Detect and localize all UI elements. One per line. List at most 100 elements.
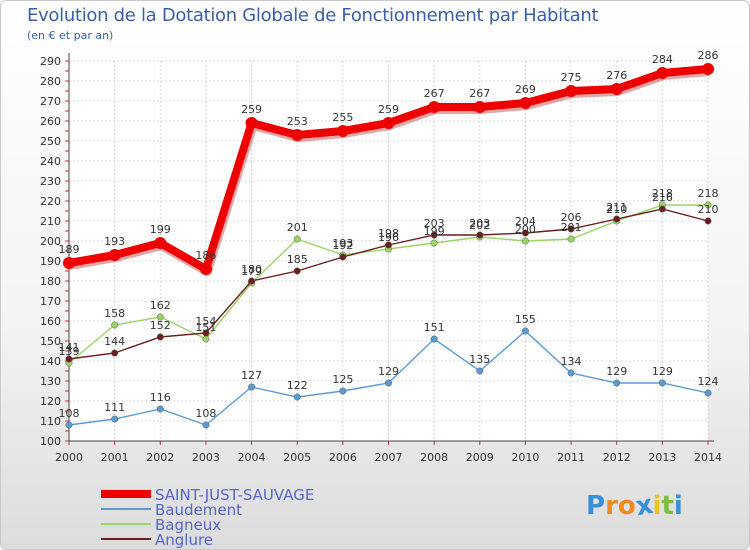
data-point-bagneux bbox=[521, 237, 529, 245]
data-label-saint-just-sauvage: 286 bbox=[698, 49, 719, 62]
logo-letter: i bbox=[673, 491, 683, 521]
data-label-baudement: 124 bbox=[698, 375, 719, 388]
data-label-baudement: 116 bbox=[150, 391, 171, 404]
data-point-saint-just-sauvage bbox=[108, 249, 121, 261]
data-label-baudement: 129 bbox=[652, 365, 673, 378]
data-label-saint-just-sauvage: 259 bbox=[378, 103, 399, 116]
axes: 100 110 120 130 140 150 160 170 180 190 200 210 220 2… bbox=[40, 53, 722, 464]
data-label-bagneux: 158 bbox=[104, 307, 125, 320]
data-label-anglure: 216 bbox=[652, 191, 673, 204]
data-labels: 189 193 199 186 259 253 255 259 267 267 269 275 276 2… bbox=[59, 49, 719, 420]
logo-letter: i bbox=[652, 491, 662, 521]
data-point-baudement bbox=[385, 379, 392, 387]
data-point-saint-just-sauvage bbox=[565, 85, 578, 97]
data-label-anglure: 144 bbox=[104, 335, 125, 348]
data-label-baudement: 129 bbox=[378, 365, 399, 378]
data-label-baudement: 129 bbox=[606, 365, 627, 378]
data-label-baudement: 125 bbox=[332, 373, 353, 386]
data-point-baudement bbox=[567, 369, 575, 377]
data-point-anglure bbox=[430, 231, 438, 239]
x-tick-label: 2002 bbox=[146, 451, 174, 464]
data-point-anglure bbox=[65, 355, 73, 363]
data-point-anglure bbox=[385, 241, 392, 249]
data-label-baudement: 111 bbox=[104, 401, 125, 414]
logo-letter: r bbox=[605, 491, 618, 521]
data-label-saint-just-sauvage: 275 bbox=[561, 71, 582, 84]
data-label-saint-just-sauvage: 189 bbox=[59, 243, 80, 256]
legend-label-bagneux: Bagneux bbox=[155, 516, 221, 534]
data-label-anglure: 198 bbox=[378, 227, 399, 240]
logo-letter: t bbox=[661, 491, 674, 521]
legend-label-saint-just-sauvage: SAINT-JUST-SAUVAGE bbox=[155, 486, 314, 504]
data-point-saint-just-sauvage bbox=[382, 117, 395, 129]
y-tick-label: 270 bbox=[40, 95, 61, 108]
logo-letter: P bbox=[586, 491, 606, 521]
data-point-bagneux bbox=[202, 335, 210, 343]
data-label-saint-just-sauvage: 253 bbox=[287, 115, 308, 128]
data-point-bagneux bbox=[293, 235, 301, 243]
series bbox=[63, 63, 714, 429]
data-label-bagneux: 193 bbox=[332, 237, 353, 250]
legend: SAINT-JUST-SAUVAGEBaudementBagneuxAnglur… bbox=[101, 486, 314, 549]
data-label-baudement: 135 bbox=[469, 353, 490, 366]
data-label-saint-just-sauvage: 276 bbox=[606, 69, 627, 82]
data-point-saint-just-sauvage bbox=[702, 63, 714, 75]
data-point-saint-just-sauvage bbox=[199, 263, 212, 275]
data-point-saint-just-sauvage bbox=[473, 101, 486, 113]
data-point-bagneux bbox=[567, 235, 575, 243]
data-point-saint-just-sauvage bbox=[336, 125, 349, 137]
data-point-baudement bbox=[430, 335, 438, 343]
data-label-anglure: 185 bbox=[287, 253, 308, 266]
data-point-saint-just-sauvage bbox=[656, 67, 669, 79]
x-tick-label: 2007 bbox=[375, 451, 403, 464]
y-tick-label: 120 bbox=[40, 395, 61, 408]
data-point-anglure bbox=[156, 333, 164, 341]
data-label-anglure: 203 bbox=[424, 217, 445, 230]
x-tick-label: 2000 bbox=[55, 451, 83, 464]
x-tick-label: 2013 bbox=[648, 451, 676, 464]
y-tick-label: 180 bbox=[40, 275, 61, 288]
x-tick-label: 2001 bbox=[101, 451, 129, 464]
data-point-anglure bbox=[476, 231, 484, 239]
data-point-baudement bbox=[156, 405, 164, 413]
data-point-anglure bbox=[111, 349, 119, 357]
data-label-anglure: 204 bbox=[515, 215, 536, 228]
data-label-anglure: 180 bbox=[241, 263, 262, 276]
data-label-bagneux: 218 bbox=[652, 187, 673, 200]
data-point-saint-just-sauvage bbox=[291, 129, 304, 141]
data-label-bagneux: 151 bbox=[195, 321, 216, 334]
y-tick-label: 110 bbox=[40, 415, 61, 428]
x-tick-label: 2005 bbox=[283, 451, 311, 464]
data-label-saint-just-sauvage: 186 bbox=[195, 249, 216, 262]
data-point-baudement bbox=[339, 387, 347, 395]
data-point-baudement bbox=[658, 379, 666, 387]
data-label-saint-just-sauvage: 267 bbox=[424, 87, 445, 100]
data-point-anglure bbox=[202, 329, 210, 337]
data-label-bagneux: 179 bbox=[241, 265, 262, 278]
data-point-saint-just-sauvage bbox=[428, 101, 441, 113]
x-tick-label: 2003 bbox=[192, 451, 220, 464]
data-label-saint-just-sauvage: 193 bbox=[104, 235, 125, 248]
data-label-baudement: 108 bbox=[195, 407, 216, 420]
data-point-saint-just-sauvage bbox=[154, 237, 167, 249]
data-point-saint-just-sauvage bbox=[610, 83, 623, 95]
data-label-anglure: 206 bbox=[561, 211, 582, 224]
data-label-bagneux: 200 bbox=[515, 223, 536, 236]
data-point-anglure bbox=[704, 217, 712, 225]
x-tick-label: 2009 bbox=[466, 451, 494, 464]
data-label-anglure: 192 bbox=[332, 239, 353, 252]
data-point-saint-just-sauvage bbox=[519, 97, 532, 109]
x-tick-label: 2008 bbox=[420, 451, 448, 464]
y-tick-label: 230 bbox=[40, 175, 61, 188]
data-label-saint-just-sauvage: 267 bbox=[469, 87, 490, 100]
data-point-baudement bbox=[111, 415, 119, 423]
data-point-baudement bbox=[293, 393, 301, 401]
data-point-baudement bbox=[65, 421, 73, 429]
data-point-baudement bbox=[704, 389, 712, 397]
data-label-anglure: 211 bbox=[606, 201, 627, 214]
y-tick-label: 130 bbox=[40, 375, 61, 388]
data-point-anglure bbox=[339, 253, 347, 261]
data-label-baudement: 151 bbox=[424, 321, 445, 334]
y-tick-label: 190 bbox=[40, 255, 61, 268]
